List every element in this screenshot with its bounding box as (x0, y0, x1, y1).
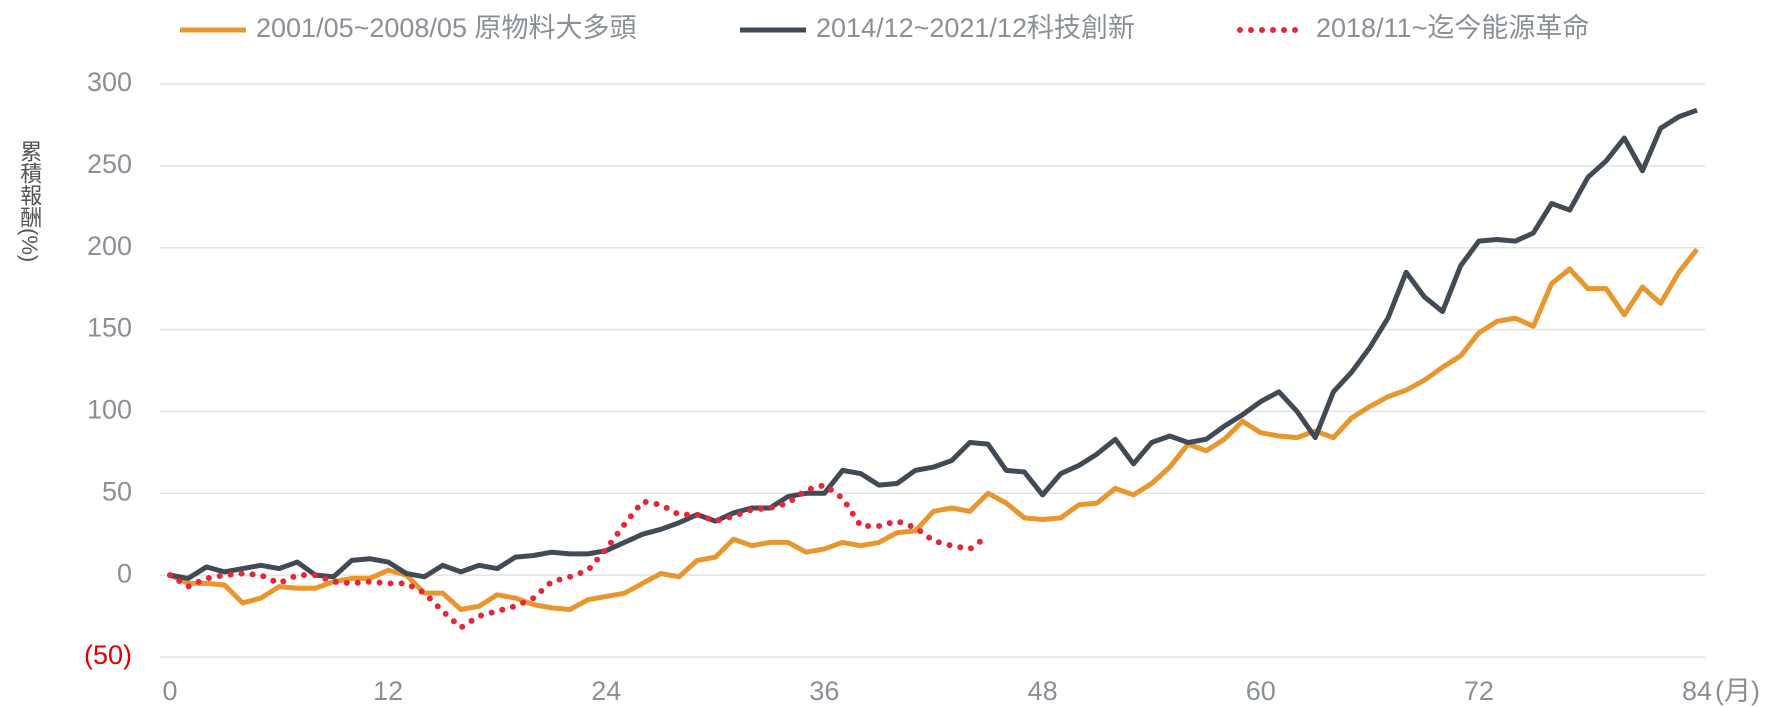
y-tick-label: 300 (87, 67, 132, 97)
x-tick-label: 60 (1246, 676, 1276, 706)
y-tick-label: 50 (102, 476, 132, 506)
x-tick-label: 0 (162, 676, 177, 706)
y-tick-label: 0 (117, 558, 132, 588)
y-tick-label: 100 (87, 395, 132, 425)
x-axis-label: (月) (1715, 676, 1760, 706)
x-tick-label: 84 (1682, 676, 1712, 706)
y-tick-label: 200 (87, 231, 132, 261)
x-tick-label: 24 (591, 676, 621, 706)
legend-label: 2001/05~2008/05 原物料大多頭 (256, 13, 636, 43)
y-axis-label: 累積報酬(%) (17, 140, 42, 262)
series-line (168, 247, 1699, 613)
x-tick-label: 72 (1464, 676, 1494, 706)
y-tick-label: (50) (84, 640, 132, 670)
series-line (167, 481, 992, 632)
y-tick-label: 150 (87, 313, 132, 343)
x-tick-label: 12 (373, 676, 403, 706)
legend-label: 2018/11~迄今能源革命 (1316, 13, 1589, 43)
series-line (169, 107, 1698, 581)
legend-label: 2014/12~2021/12科技創新 (816, 13, 1135, 43)
x-tick-label: 48 (1028, 676, 1058, 706)
y-tick-label: 250 (87, 149, 132, 179)
x-tick-label: 36 (809, 676, 839, 706)
